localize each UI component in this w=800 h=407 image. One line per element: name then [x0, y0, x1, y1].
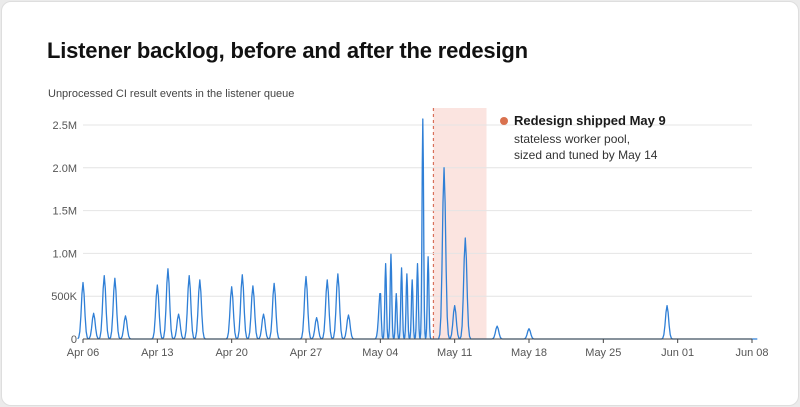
chart-title: Listener backlog, before and after the r…: [47, 38, 528, 63]
annotation-line-1: stateless worker pool,: [514, 132, 630, 146]
x-tick-label: Jun 08: [735, 347, 768, 359]
y-tick-label: 2.5M: [53, 120, 77, 132]
y-tick-label: 1.5M: [53, 206, 77, 218]
chart-subtitle: Unprocessed CI result events in the list…: [48, 88, 295, 100]
x-tick-label: May 25: [585, 347, 621, 359]
y-tick-label: 0: [71, 334, 77, 346]
annotation-dot: [500, 117, 508, 125]
x-tick-label: May 18: [511, 347, 547, 359]
y-tick-label: 2.0M: [53, 163, 77, 175]
x-tick-label: May 11: [437, 347, 472, 359]
x-tick-label: Apr 27: [290, 347, 322, 359]
x-tick-label: Apr 06: [67, 347, 99, 359]
x-tick-label: Jun 01: [661, 347, 694, 359]
x-tick-label: May 04: [362, 347, 398, 359]
annotation-line-2: sized and tuned by May 14: [514, 148, 658, 162]
x-tick-label: Apr 13: [141, 347, 173, 359]
x-tick-label: Apr 20: [215, 347, 247, 359]
y-tick-label: 500K: [51, 291, 77, 303]
y-tick-label: 1.0M: [53, 248, 77, 260]
annotation-title: Redesign shipped May 9: [514, 113, 666, 128]
